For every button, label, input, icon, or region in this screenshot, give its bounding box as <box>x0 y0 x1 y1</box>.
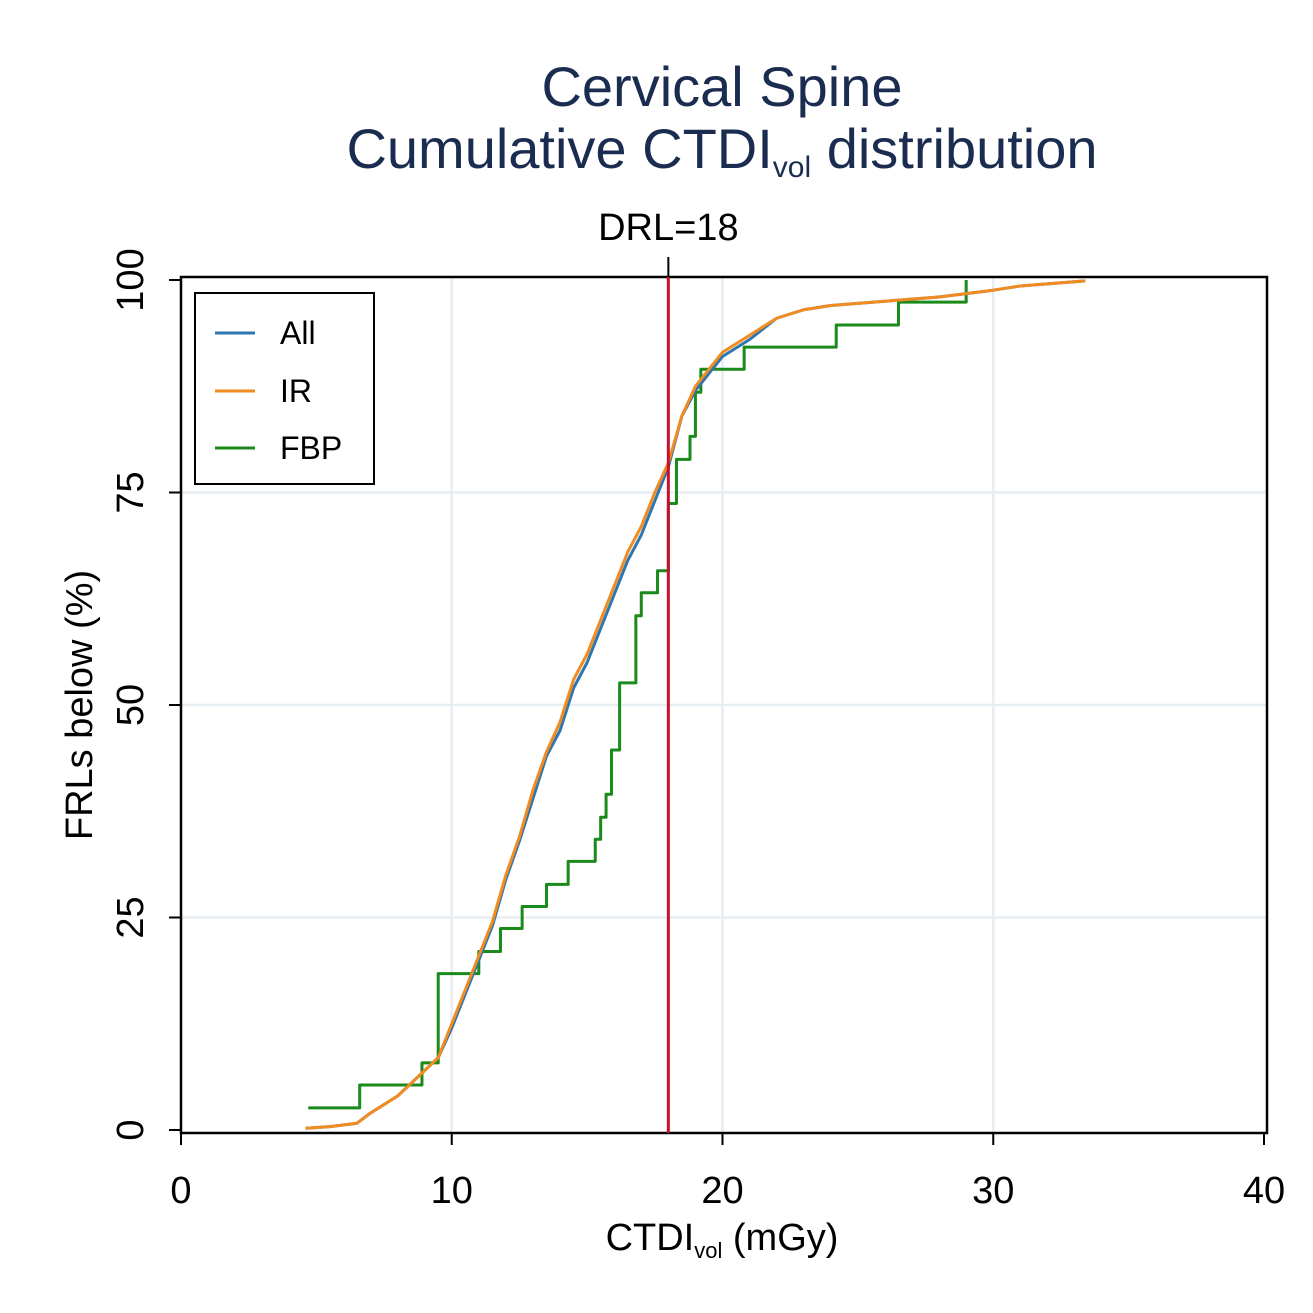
x-tick-label: 40 <box>1243 1170 1285 1212</box>
y-tick-label: 25 <box>110 896 152 938</box>
legend-box <box>194 292 375 485</box>
legend: All IR FBP <box>194 292 375 485</box>
x-tick-label: 20 <box>701 1170 743 1212</box>
y-tick-label: 100 <box>110 248 152 311</box>
y-tick-label: 0 <box>110 1119 152 1140</box>
series-line-fbp <box>308 280 968 1110</box>
chart-title-line2: Cumulative CTDIvol distribution <box>346 117 1097 184</box>
chart-title-line1: Cervical Spine <box>541 55 902 118</box>
y-tick-label: 50 <box>110 684 152 726</box>
y-tick-label: 75 <box>110 471 152 513</box>
x-tick-label: 0 <box>170 1170 191 1212</box>
drl-label: DRL=18 <box>598 207 738 249</box>
legend-label-fbp: FBP <box>280 430 342 466</box>
series-line-ir <box>305 279 1086 1130</box>
y-axis-title: FRLs below (%) <box>59 570 101 840</box>
x-tick-label: 30 <box>972 1170 1014 1212</box>
grid-lines <box>181 277 1267 1133</box>
series-layer <box>305 279 1086 1130</box>
y-axis: 0 25 50 75 100 <box>110 248 181 1141</box>
x-axis: 0 10 20 30 40 <box>170 1133 1285 1212</box>
legend-label-ir: IR <box>280 373 312 409</box>
x-axis-title: CTDIvol (mGy) <box>606 1217 839 1263</box>
x-tick-label: 10 <box>431 1170 473 1212</box>
legend-label-all: All <box>280 315 316 351</box>
